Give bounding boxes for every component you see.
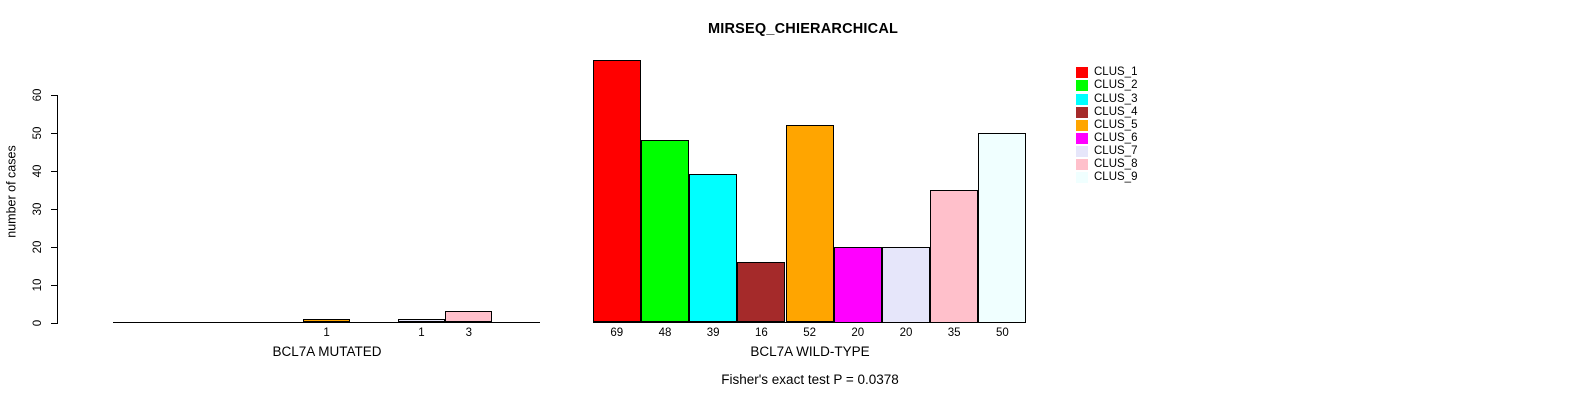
legend-label-clus_2: CLUS_2 [1094, 79, 1138, 92]
y-axis-tick-label: 0 [32, 319, 44, 326]
y-axis-tick-label: 30 [32, 202, 44, 215]
bar-value-label: 39 [706, 327, 720, 339]
bar-clus_5 [785, 124, 834, 323]
bar-clus_8 [445, 311, 493, 323]
bar-clus_5 [302, 318, 351, 323]
bar-clus_1 [592, 60, 641, 323]
bar-value-label: 52 [803, 327, 816, 339]
legend-swatch-clus_3 [1076, 93, 1088, 105]
legend-label-clus_9: CLUS_9 [1094, 171, 1138, 184]
y-axis-tick [51, 94, 57, 96]
bar-clus_7 [881, 246, 931, 323]
bar-value-label: 50 [995, 327, 1009, 339]
bar-value-label: 48 [658, 327, 672, 339]
y-axis-line [57, 94, 58, 324]
bar-value-label: 16 [754, 327, 768, 339]
bar-value-label: 20 [851, 327, 865, 339]
bar-clus_9 [978, 132, 1027, 323]
bar-clus_3 [689, 174, 738, 323]
y-axis-tick-label: 10 [32, 278, 44, 291]
legend-swatch-clus_4 [1076, 106, 1088, 118]
fisher-test-annotation: Fisher's exact test P = 0.0378 [721, 372, 899, 387]
bar-value-label: 20 [899, 327, 913, 339]
bar-clus_4 [737, 261, 786, 323]
bar-clus_8 [930, 189, 979, 323]
legend-label-clus_4: CLUS_4 [1094, 105, 1138, 118]
legend-swatch-clus_1 [1076, 67, 1088, 79]
y-axis-tick [51, 246, 57, 248]
legend-label-clus_3: CLUS_3 [1094, 92, 1138, 105]
bar-value-label: 3 [465, 327, 472, 339]
legend-swatch-clus_5 [1076, 119, 1088, 131]
bar-clus_7 [397, 318, 446, 323]
y-axis-label: number of cases [4, 145, 19, 238]
legend-swatch-clus_8 [1076, 159, 1088, 170]
y-axis-tick [51, 170, 57, 172]
bar-value-label: 1 [418, 327, 425, 339]
legend-label-clus_6: CLUS_6 [1094, 131, 1138, 144]
legend-label-clus_1: CLUS_1 [1094, 66, 1138, 79]
chart-title: MIRSEQ_CHIERARCHICAL [707, 21, 899, 37]
bar-clus_6 [833, 246, 882, 323]
legend-swatch-clus_9 [1076, 172, 1088, 184]
y-axis-tick-label: 60 [32, 88, 44, 101]
y-axis-tick [51, 132, 57, 134]
group-baseline [113, 322, 540, 323]
legend-label-clus_8: CLUS_8 [1094, 158, 1138, 170]
bar-value-label: 35 [947, 327, 961, 339]
bar-clus_2 [640, 140, 690, 323]
group-label-bcl7a-mutated: BCL7A MUTATED [272, 344, 382, 359]
y-axis-tick [51, 284, 57, 286]
legend-swatch-clus_7 [1076, 145, 1088, 157]
y-axis-tick-label: 20 [32, 240, 44, 253]
legend-label-clus_5: CLUS_5 [1094, 118, 1138, 131]
bar-value-label: 1 [323, 327, 330, 339]
group-label-bcl7a-wild-type: BCL7A WILD-TYPE [750, 344, 870, 359]
y-axis-tick [51, 322, 57, 324]
y-axis-tick-label: 40 [32, 164, 44, 177]
y-axis-tick [51, 208, 57, 210]
bar-value-label: 69 [610, 327, 624, 339]
legend-swatch-clus_2 [1076, 80, 1088, 92]
legend-label-clus_7: CLUS_7 [1094, 144, 1138, 157]
legend-swatch-clus_6 [1076, 132, 1088, 144]
y-axis-tick-label: 50 [32, 126, 44, 139]
group-baseline [592, 322, 1027, 323]
